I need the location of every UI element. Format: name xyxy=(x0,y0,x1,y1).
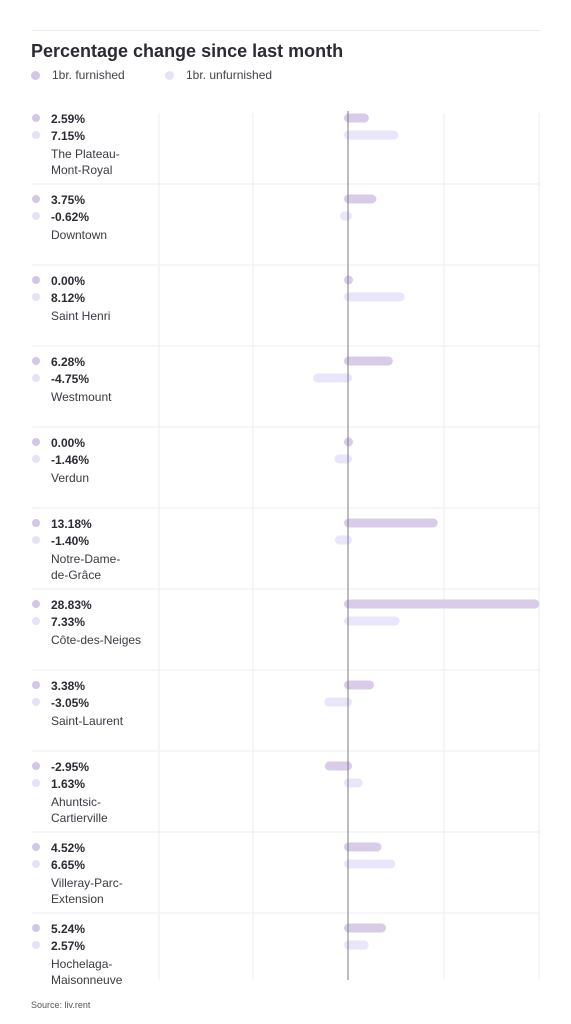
bar-furnished xyxy=(344,194,377,204)
series-dot-unfurnished xyxy=(32,131,40,139)
series-dot-unfurnished xyxy=(32,293,40,301)
value-label-furnished: -2.95% xyxy=(51,760,89,774)
bar-unfurnished xyxy=(344,940,369,950)
category-label: The Plateau- xyxy=(51,147,120,161)
bar-unfurnished xyxy=(324,697,352,707)
category-label: Maisonneuve xyxy=(51,973,123,987)
series-dot-furnished xyxy=(32,843,40,851)
series-dot-unfurnished xyxy=(32,212,40,220)
series-dot-furnished xyxy=(32,762,40,770)
series-dot-unfurnished xyxy=(32,941,40,949)
legend-dot-furnished xyxy=(31,71,40,80)
category-label: Extension xyxy=(51,892,104,906)
value-label-furnished: 13.18% xyxy=(51,517,92,531)
value-label-unfurnished: -3.05% xyxy=(51,696,89,710)
series-dot-furnished xyxy=(32,681,40,689)
category-label: Ahuntsic- xyxy=(51,795,101,809)
series-dot-furnished xyxy=(32,438,40,446)
bar-unfurnished xyxy=(344,130,399,140)
chart-title: Percentage change since last month xyxy=(31,41,344,61)
value-label-furnished: 6.28% xyxy=(51,355,85,369)
legend-label-furnished: 1br. furnished xyxy=(52,68,125,82)
series-dot-unfurnished xyxy=(32,374,40,382)
series-dot-unfurnished xyxy=(32,455,40,463)
value-label-unfurnished: -0.62% xyxy=(51,210,89,224)
value-label-furnished: 28.83% xyxy=(51,598,92,612)
series-dot-furnished xyxy=(32,357,40,365)
category-label: Hochelaga- xyxy=(51,957,112,971)
series-dot-unfurnished xyxy=(32,698,40,706)
bar-furnished xyxy=(344,680,374,690)
legend-dot-unfurnished xyxy=(165,71,174,80)
series-dot-furnished xyxy=(32,195,40,203)
bar-furnished xyxy=(344,356,393,366)
legend-label-unfurnished: 1br. unfurnished xyxy=(186,68,273,82)
value-label-furnished: 0.00% xyxy=(51,436,85,450)
value-label-unfurnished: 6.65% xyxy=(51,858,85,872)
bar-furnished xyxy=(324,761,352,771)
category-label: de-Grâce xyxy=(51,568,101,582)
bar-furnished xyxy=(344,923,387,933)
series-dot-furnished xyxy=(32,600,40,608)
series-dot-unfurnished xyxy=(32,617,40,625)
bar-furnished xyxy=(344,113,369,123)
bar-unfurnished xyxy=(344,292,405,302)
category-label: Cartierville xyxy=(51,811,108,825)
bar-furnished xyxy=(344,518,438,528)
category-label: Saint Henri xyxy=(51,309,110,323)
bar-unfurnished xyxy=(334,454,352,464)
category-label: Westmount xyxy=(51,390,112,404)
bar-unfurnished xyxy=(344,859,396,869)
value-label-furnished: 3.38% xyxy=(51,679,85,693)
value-label-unfurnished: -1.40% xyxy=(51,534,89,548)
value-label-unfurnished: 7.15% xyxy=(51,129,85,143)
bar-unfurnished xyxy=(313,373,352,383)
series-dot-furnished xyxy=(32,276,40,284)
value-label-furnished: 3.75% xyxy=(51,193,85,207)
category-label: Notre-Dame- xyxy=(51,552,120,566)
category-label: Downtown xyxy=(51,228,107,242)
value-label-unfurnished: 7.33% xyxy=(51,615,85,629)
bar-unfurnished xyxy=(334,535,352,545)
series-dot-furnished xyxy=(32,924,40,932)
bar-furnished xyxy=(344,842,382,852)
series-dot-furnished xyxy=(32,114,40,122)
bar-unfurnished xyxy=(344,616,400,626)
source-note: Source: liv.rent xyxy=(31,1000,91,1010)
category-label: Saint-Laurent xyxy=(51,714,124,728)
category-label: Verdun xyxy=(51,471,89,485)
category-label: Mont-Royal xyxy=(51,163,112,177)
category-label: Villeray-Parc- xyxy=(51,876,123,890)
series-dot-unfurnished xyxy=(32,536,40,544)
value-label-furnished: 4.52% xyxy=(51,841,85,855)
bar-furnished xyxy=(344,599,540,609)
series-dot-unfurnished xyxy=(32,860,40,868)
bar-unfurnished xyxy=(339,211,352,221)
value-label-furnished: 5.24% xyxy=(51,922,85,936)
value-label-unfurnished: 1.63% xyxy=(51,777,85,791)
value-label-unfurnished: 8.12% xyxy=(51,291,85,305)
series-dot-unfurnished xyxy=(32,779,40,787)
value-label-furnished: 0.00% xyxy=(51,274,85,288)
value-label-unfurnished: -4.75% xyxy=(51,372,89,386)
top-divider xyxy=(32,30,540,31)
value-label-furnished: 2.59% xyxy=(51,112,85,126)
value-label-unfurnished: 2.57% xyxy=(51,939,85,953)
value-label-unfurnished: -1.46% xyxy=(51,453,89,467)
bar-unfurnished xyxy=(344,778,363,788)
series-dot-furnished xyxy=(32,519,40,527)
category-label: Côte-des-Neiges xyxy=(51,633,141,647)
